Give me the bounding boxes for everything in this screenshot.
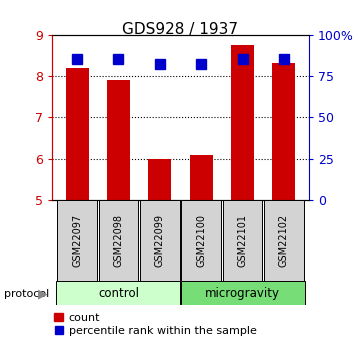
Bar	[140, 200, 180, 281]
Bar	[148, 159, 171, 200]
Bar	[99, 200, 138, 281]
Bar	[264, 200, 304, 281]
Text: GSM22100: GSM22100	[196, 214, 206, 267]
Text: protocol: protocol	[4, 289, 49, 299]
Text: GSM22097: GSM22097	[72, 214, 82, 267]
Bar	[180, 281, 305, 305]
Text: GSM22099: GSM22099	[155, 214, 165, 267]
Text: GSM22102: GSM22102	[279, 214, 289, 267]
Bar	[181, 200, 221, 281]
Text: ▶: ▶	[38, 287, 48, 300]
Text: GSM22098: GSM22098	[113, 214, 123, 267]
Bar	[190, 155, 213, 200]
Text: control: control	[98, 287, 139, 300]
Bar	[57, 200, 97, 281]
Text: microgravity: microgravity	[205, 287, 280, 300]
Bar	[107, 80, 130, 200]
Legend: count, percentile rank within the sample: count, percentile rank within the sample	[54, 313, 257, 336]
Bar	[273, 63, 295, 200]
Bar	[223, 200, 262, 281]
Bar	[66, 68, 88, 200]
Text: GDS928 / 1937: GDS928 / 1937	[122, 22, 239, 37]
Bar	[56, 281, 180, 305]
Text: GSM22101: GSM22101	[238, 214, 248, 267]
Bar	[231, 45, 254, 200]
